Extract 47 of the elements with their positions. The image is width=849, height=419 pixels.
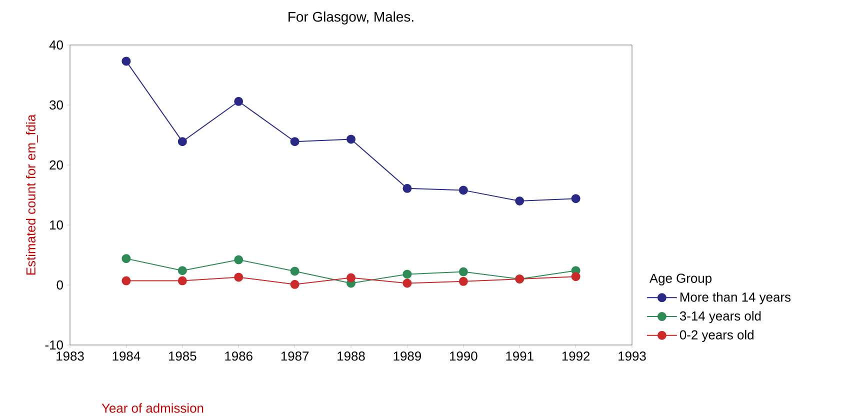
point <box>122 56 131 66</box>
point <box>290 266 300 276</box>
x-tick-label: 1993 <box>618 352 646 361</box>
y-axis-title: Estimated count for em_fdia <box>26 114 38 275</box>
point <box>346 134 356 144</box>
point <box>402 184 412 193</box>
chart-title: For Glasgow, Males. <box>288 11 414 24</box>
x-tick-label: 1992 <box>562 352 590 361</box>
point <box>346 273 356 282</box>
point <box>234 255 244 264</box>
x-tick-label: 1988 <box>338 352 365 361</box>
point <box>571 272 580 282</box>
x-tick-label: 1983 <box>56 352 84 361</box>
point <box>402 270 412 279</box>
y-tick-label: 10 <box>50 220 63 230</box>
point <box>458 186 468 195</box>
point <box>458 276 468 286</box>
legend-title: Age Group <box>649 274 712 286</box>
x-tick-label: 1990 <box>450 352 478 361</box>
x-tick-label: 1987 <box>281 352 309 361</box>
point <box>290 137 300 146</box>
point <box>178 276 187 286</box>
point <box>234 96 244 106</box>
point <box>122 276 131 286</box>
x-tick-label: 1986 <box>225 352 252 361</box>
x-tick-label: 1991 <box>506 352 534 361</box>
point <box>122 254 131 264</box>
y-tick-label: 20 <box>50 160 63 170</box>
point <box>290 280 300 289</box>
point <box>515 196 524 206</box>
x-tick-label: 1985 <box>168 352 196 361</box>
x-tick-label: 1984 <box>112 352 140 361</box>
point <box>402 278 412 288</box>
point <box>458 267 468 276</box>
point <box>234 272 244 282</box>
legend-label: 3-14 years old <box>680 311 761 324</box>
point <box>178 137 187 146</box>
x-axis-title: Year of admission <box>102 403 204 413</box>
x-tick-label: 1989 <box>394 352 421 361</box>
point <box>178 266 187 276</box>
legend-label: 0-2 years old <box>680 330 754 342</box>
point <box>571 194 580 204</box>
y-tick-label: 30 <box>50 100 63 110</box>
legend-label: More than 14 years <box>680 292 791 304</box>
y-tick-label: -10 <box>45 340 63 350</box>
y-tick-label: 40 <box>49 40 63 50</box>
y-tick-label: 0 <box>56 280 63 290</box>
